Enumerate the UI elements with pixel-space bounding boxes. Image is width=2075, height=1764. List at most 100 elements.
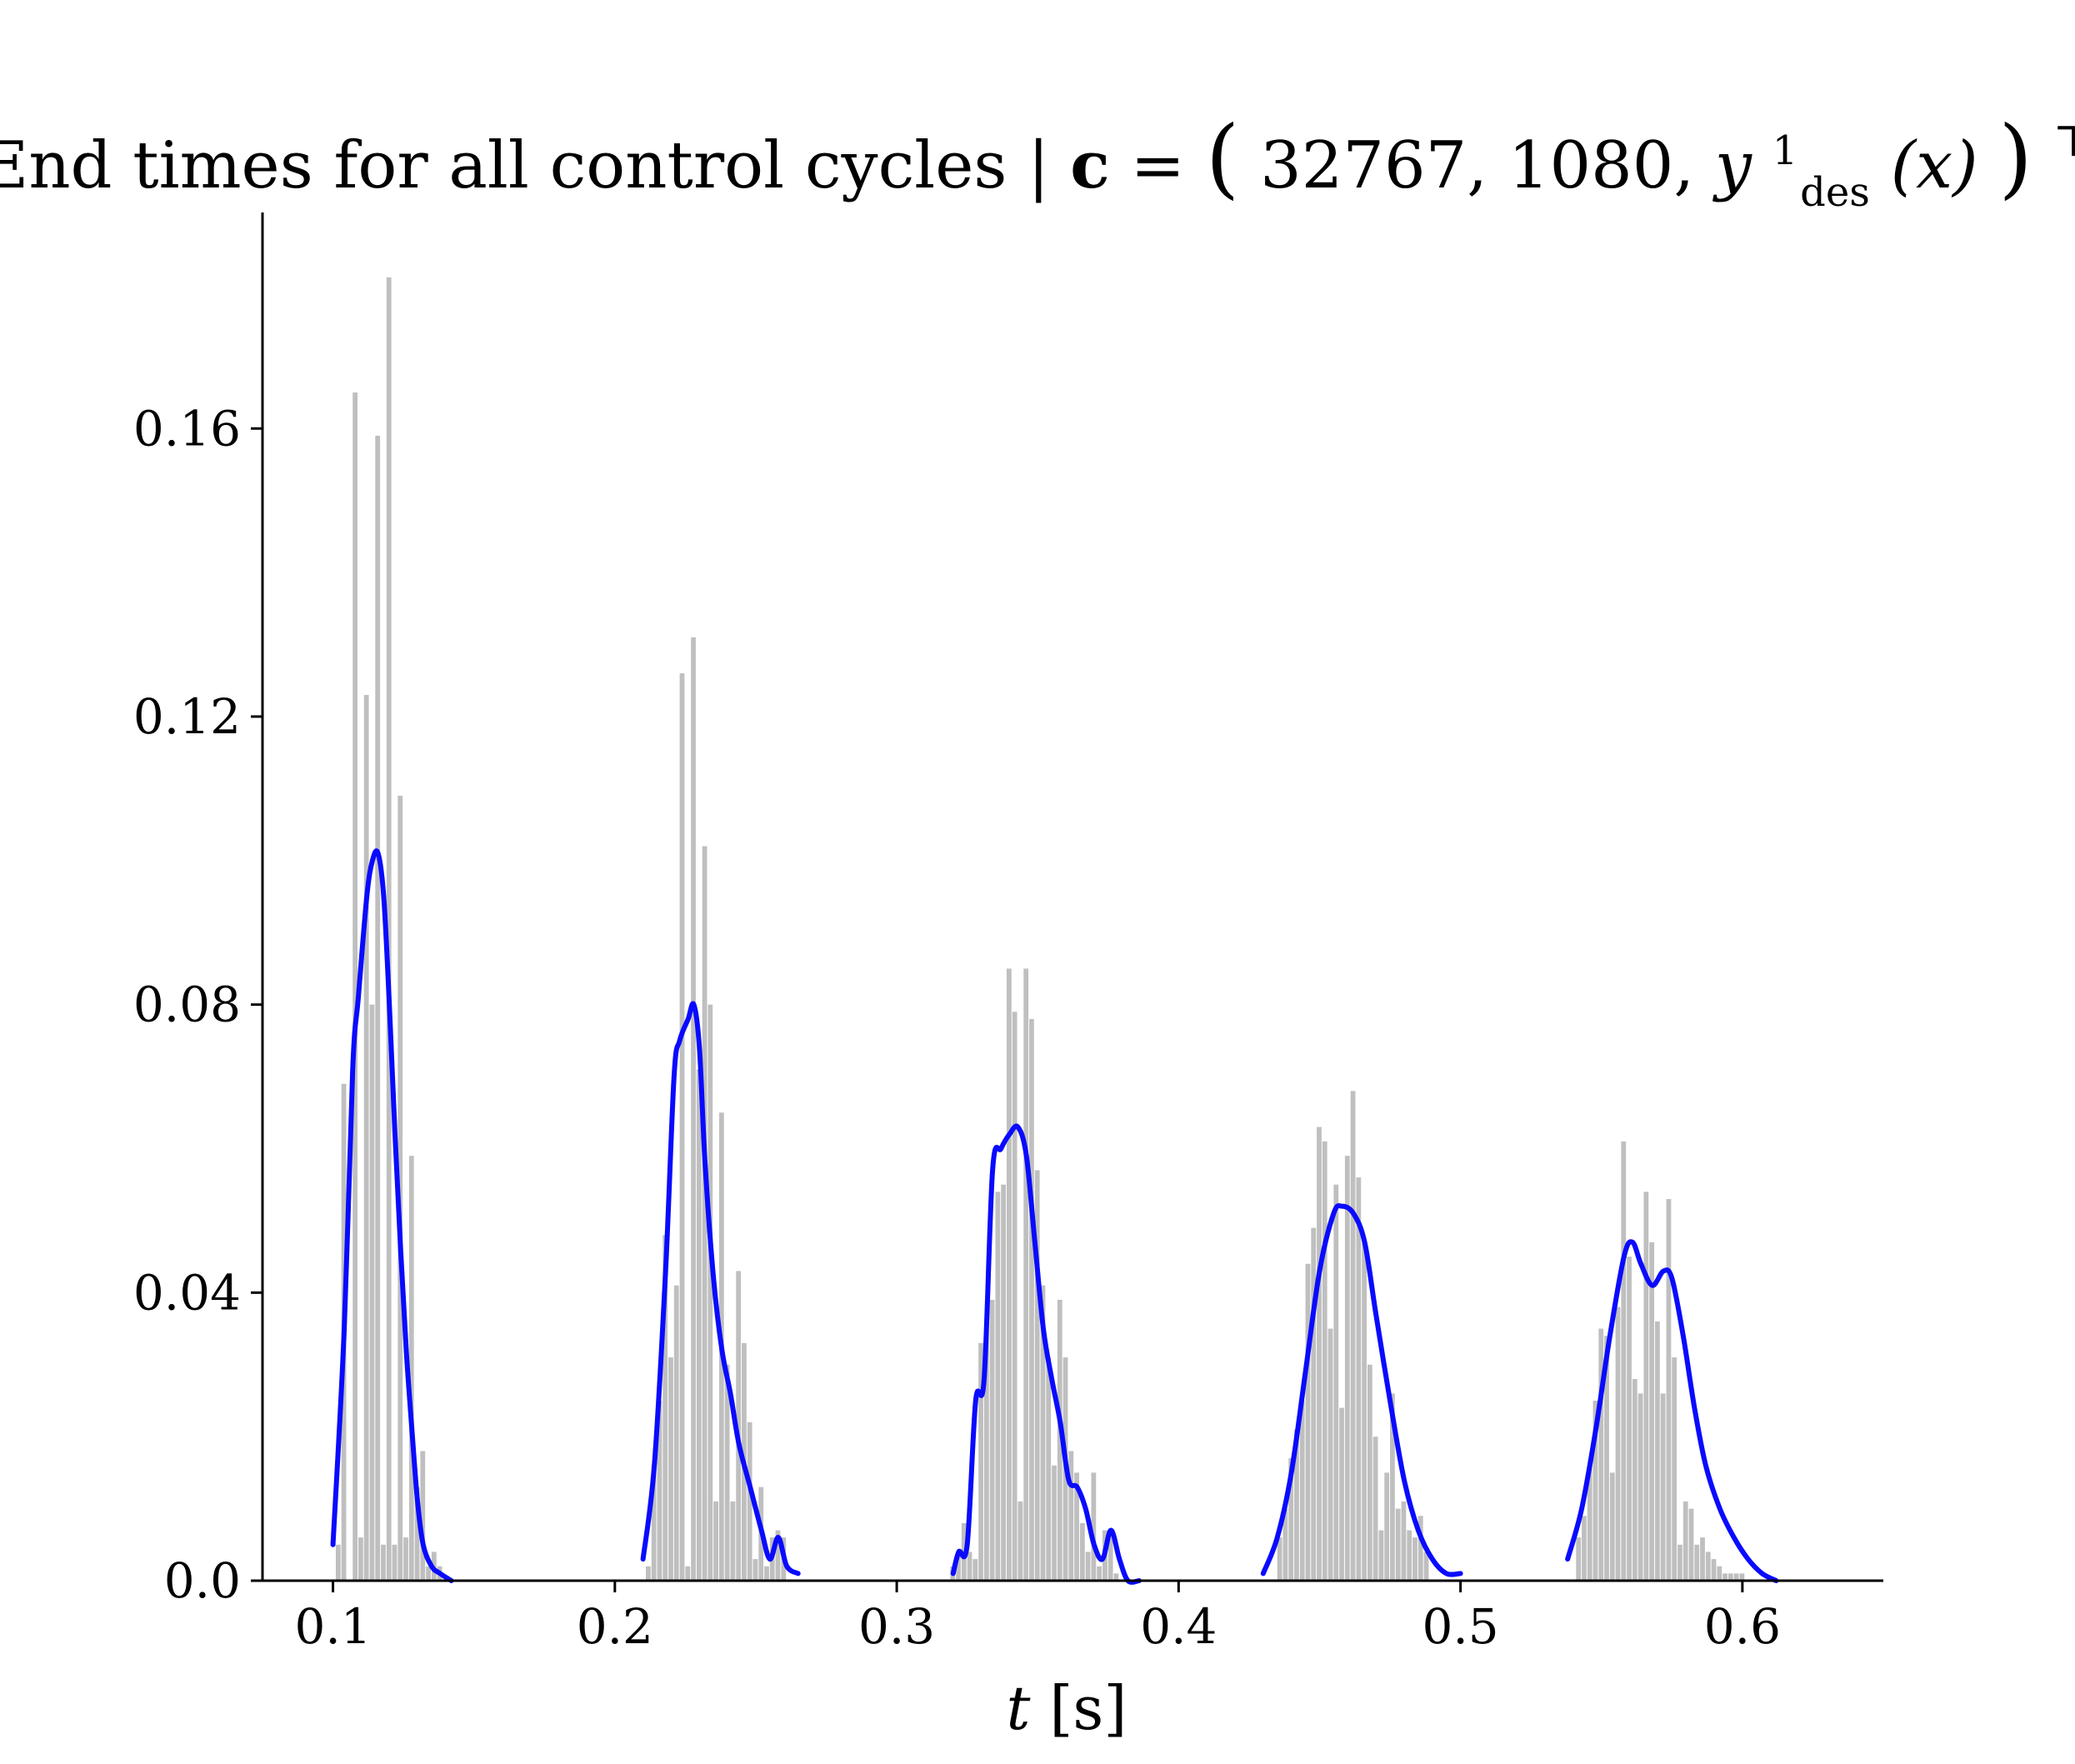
histogram-bar-3 [352,392,358,1581]
histogram-bar-50 [983,1328,989,1581]
histogram-bar-13 [408,1156,414,1581]
histogram-bar-45 [956,1552,961,1581]
histogram-bar-4 [358,1537,363,1581]
histogram-bar-67 [1079,1522,1085,1581]
histogram-bar-99 [1418,1516,1423,1581]
x-tick-label-1: 0.2 [577,1598,653,1655]
histogram-bars [335,277,1745,1582]
histogram-bar-9 [386,277,392,1581]
kde-curve-1 [330,848,454,1583]
histogram-bar-12 [403,1537,408,1581]
histogram-bar-95 [1395,1508,1401,1581]
y-tick-label-3: 0.12 [133,688,241,745]
histogram-bar-16 [426,1566,431,1581]
histogram-bar-31 [713,1501,718,1581]
histogram-bar-94 [1390,1393,1395,1581]
histogram-bar-112 [1638,1393,1643,1581]
title-bold-c: c [1070,127,1110,203]
histogram-bar-105 [1598,1328,1604,1581]
histogram-bar-60 [1040,1285,1046,1581]
histogram-bar-14 [414,1487,420,1581]
histogram-bar-117 [1666,1198,1672,1581]
histogram-bar-126 [1717,1566,1722,1581]
histogram-bar-52 [995,1192,1001,1581]
histogram-bar-82 [1322,1141,1328,1581]
histogram-bar-56 [1018,1501,1023,1581]
title-superscript: 1 [1772,127,1798,174]
histogram-bar-116 [1660,1393,1666,1581]
histogram-bar-0 [335,1544,341,1581]
histogram-bar-130 [1739,1573,1745,1581]
histogram-bar-59 [1034,1170,1040,1581]
histogram-bar-122 [1694,1544,1700,1581]
histogram-bar-57 [1023,968,1029,1581]
histogram-bar-97 [1407,1530,1412,1581]
histogram-bar-118 [1672,1357,1678,1581]
kde-curve-3 [950,1123,1142,1585]
title-x-arg: (x) [1891,128,1978,203]
chart-title: End times for all control cycles | c = (… [0,105,2075,222]
y-tick-label-1: 0.04 [133,1264,241,1321]
histogram-bar-85 [1339,1407,1344,1581]
histogram-bar-65 [1068,1451,1074,1581]
histogram-bar-40 [764,1566,769,1581]
kde-curve-2 [640,1001,801,1577]
histogram-bar-79 [1305,1263,1311,1581]
histogram-bar-48 [972,1559,978,1581]
histogram-bar-107 [1609,1472,1615,1581]
x-tick-label-2: 0.3 [858,1598,935,1655]
title-right-paren: ) [1998,107,2032,208]
histogram-bar-68 [1085,1552,1091,1581]
title-y: y [1712,128,1752,203]
histogram-bar-11 [398,796,403,1581]
histogram-bar-15 [420,1451,426,1581]
histogram-bar-34 [730,1501,736,1581]
histogram-bar-108 [1615,1307,1621,1581]
histogram-bar-123 [1700,1537,1705,1581]
histogram-bar-24 [673,1285,679,1581]
histogram-bar-76 [1288,1458,1294,1581]
histogram-bar-26 [685,1566,691,1581]
histogram-bar-120 [1682,1501,1688,1581]
histogram-bar-49 [978,1342,983,1581]
histogram-bar-121 [1688,1508,1694,1581]
x-tick-label-3: 0.4 [1140,1598,1217,1655]
histogram-bar-61 [1046,1357,1052,1581]
histogram-bar-37 [747,1422,752,1581]
histogram-bar-101 [1576,1537,1582,1581]
title-transpose: ⊤ [2053,117,2075,167]
histogram-bar-124 [1705,1552,1711,1581]
y-tick-label-2: 0.08 [133,977,241,1033]
histogram-bar-21 [657,1400,662,1581]
histogram-bar-127 [1722,1573,1728,1581]
histogram-bar-27 [691,637,696,1581]
histogram-bar-102 [1582,1516,1587,1581]
histogram-bar-87 [1350,1091,1356,1581]
histogram-bar-53 [1001,1184,1007,1581]
histogram-bar-115 [1655,1321,1660,1581]
histogram-bar-7 [375,435,381,1582]
histogram-bar-74 [1277,1537,1282,1581]
histogram-bar-128 [1728,1573,1733,1581]
histogram-bar-22 [662,1235,668,1581]
title-left-paren: ( [1206,107,1240,208]
histogram-bar-20 [651,1465,657,1581]
histogram-bar-54 [1007,968,1012,1581]
y-tick-label-0: 0.0 [164,1552,241,1609]
histogram-bar-92 [1378,1530,1384,1581]
histogram-bar-58 [1029,1018,1034,1581]
y-axis-ticks: 0.0 0.04 0.08 0.12 0.16 [133,400,262,1609]
histogram-bar-119 [1678,1544,1682,1581]
histogram-bar-33 [724,1364,730,1581]
x-tick-label-4: 0.5 [1422,1598,1498,1655]
histogram-bar-77 [1294,1429,1299,1581]
histogram-bar-19 [646,1566,651,1581]
axes [261,212,1883,1582]
histogram-bar-51 [989,1299,995,1581]
histogram-bar-72 [1108,1530,1113,1581]
histogram-bar-28 [696,1069,702,1581]
histogram-bar-110 [1627,1257,1632,1581]
histogram-bar-103 [1587,1465,1592,1581]
histogram-bar-63 [1057,1299,1062,1581]
